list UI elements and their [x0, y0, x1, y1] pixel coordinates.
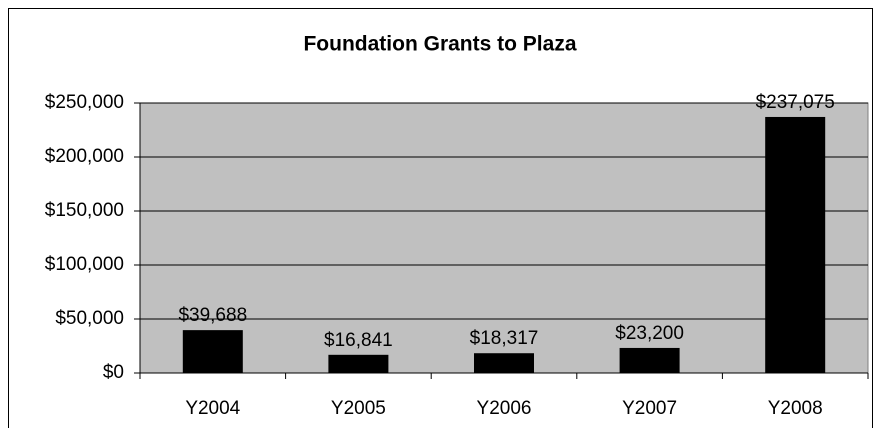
bar — [474, 353, 534, 373]
data-label: $39,688 — [178, 305, 247, 326]
bar — [328, 354, 389, 373]
y-tick-label: $200,000 — [45, 146, 124, 167]
y-tick-label: $150,000 — [45, 200, 124, 221]
y-tick-label: $50,000 — [55, 308, 124, 329]
bar — [182, 330, 243, 373]
y-tick-label: $250,000 — [45, 92, 124, 113]
x-tick-label: Y2006 — [477, 398, 532, 419]
bar — [619, 347, 680, 373]
x-tick-label: Y2004 — [185, 398, 240, 419]
y-tick-label: $100,000 — [45, 254, 124, 275]
plot-area — [139, 102, 869, 374]
bar — [765, 116, 826, 374]
y-tick-label: $0 — [103, 362, 124, 383]
chart-title: Foundation Grants to Plaza — [303, 33, 576, 56]
x-tick-label: Y2007 — [622, 398, 677, 419]
data-label: $18,317 — [470, 328, 539, 349]
x-tick-label: Y2008 — [768, 398, 823, 419]
data-label: $237,075 — [756, 92, 835, 113]
x-tick-label: Y2005 — [331, 398, 386, 419]
data-label: $16,841 — [324, 330, 393, 351]
data-label: $23,200 — [615, 323, 684, 344]
